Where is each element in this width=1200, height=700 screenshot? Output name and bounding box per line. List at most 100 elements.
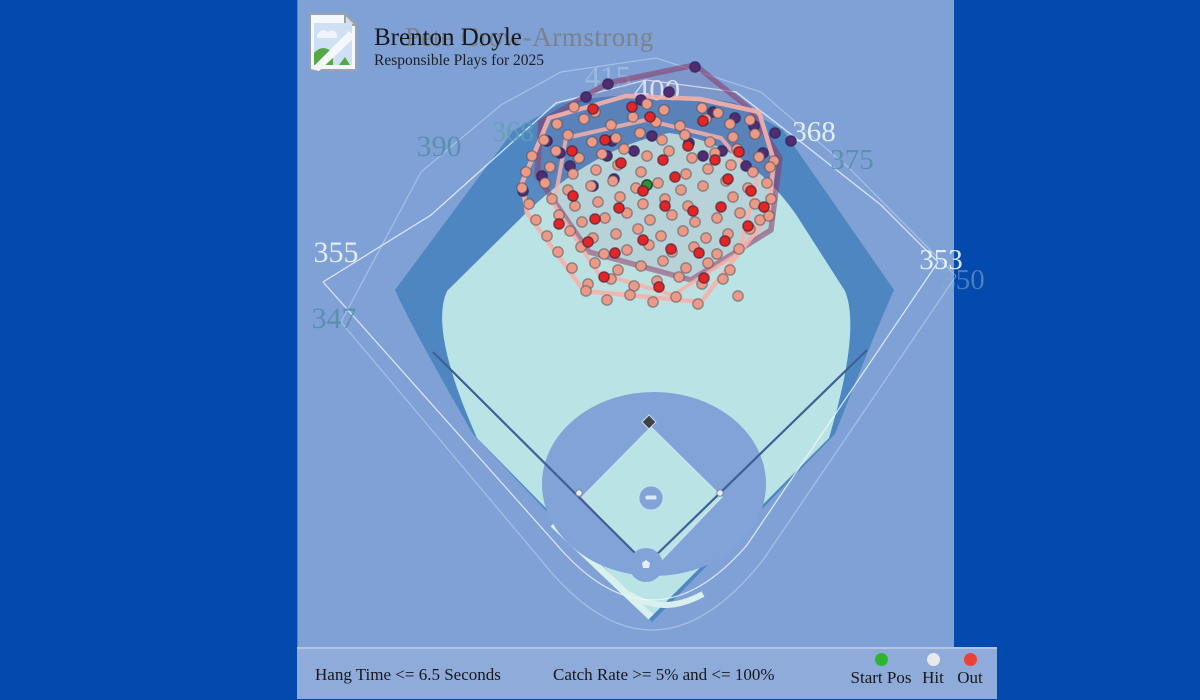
hit-point[interactable] [749, 128, 761, 140]
hit-point[interactable] [675, 184, 687, 196]
out-point[interactable] [613, 202, 625, 214]
out-point[interactable] [722, 173, 734, 185]
hit-point[interactable] [614, 191, 626, 203]
hit-point[interactable] [724, 118, 736, 130]
hit-point[interactable] [689, 216, 701, 228]
out-point[interactable] [566, 145, 578, 157]
hit-point[interactable] [578, 113, 590, 125]
out-point[interactable] [697, 115, 709, 127]
out-point[interactable] [653, 281, 665, 293]
hit-point[interactable] [610, 228, 622, 240]
ghost-play-point[interactable] [580, 91, 592, 103]
out-point[interactable] [598, 271, 610, 283]
out-point[interactable] [626, 101, 638, 113]
hit-point[interactable] [692, 298, 704, 310]
legend-item-out[interactable]: Out [947, 653, 993, 688]
hit-point[interactable] [599, 212, 611, 224]
hit-point[interactable] [644, 214, 656, 226]
hit-point[interactable] [516, 182, 528, 194]
hit-point[interactable] [652, 177, 664, 189]
hit-point[interactable] [674, 120, 686, 132]
hit-point[interactable] [569, 200, 581, 212]
out-point[interactable] [637, 234, 649, 246]
hit-point[interactable] [727, 191, 739, 203]
hit-point[interactable] [539, 177, 551, 189]
hit-point[interactable] [550, 145, 562, 157]
hit-point[interactable] [655, 230, 667, 242]
hit-point[interactable] [526, 150, 538, 162]
hit-point[interactable] [634, 127, 646, 139]
hit-point[interactable] [598, 248, 610, 260]
hit-point[interactable] [677, 225, 689, 237]
hit-point[interactable] [673, 271, 685, 283]
hit-point[interactable] [635, 166, 647, 178]
out-point[interactable] [582, 236, 594, 248]
hit-point[interactable] [679, 129, 691, 141]
legend-item-start-pos[interactable]: Start Pos [845, 653, 917, 688]
out-point[interactable] [745, 185, 757, 197]
hit-point[interactable] [712, 107, 724, 119]
hit-point[interactable] [546, 193, 558, 205]
ghost-play-point[interactable] [602, 78, 614, 90]
hit-point[interactable] [589, 257, 601, 269]
out-point[interactable] [693, 247, 705, 259]
hit-point[interactable] [562, 129, 574, 141]
out-point[interactable] [758, 201, 770, 213]
hit-point[interactable] [747, 166, 759, 178]
hit-point[interactable] [564, 225, 576, 237]
hit-point[interactable] [637, 198, 649, 210]
ghost-play-point[interactable] [697, 150, 709, 162]
hit-point[interactable] [725, 159, 737, 171]
out-point[interactable] [609, 247, 621, 259]
out-point[interactable] [733, 146, 745, 158]
hit-point[interactable] [618, 143, 630, 155]
hit-point[interactable] [734, 207, 746, 219]
hit-point[interactable] [697, 180, 709, 192]
hit-point[interactable] [544, 161, 556, 173]
ghost-play-point[interactable] [769, 127, 781, 139]
hit-point[interactable] [753, 151, 765, 163]
legend-item-hit[interactable]: Hit [913, 653, 953, 688]
hit-point[interactable] [711, 212, 723, 224]
hit-point[interactable] [733, 243, 745, 255]
out-point[interactable] [644, 111, 656, 123]
hit-point[interactable] [680, 168, 692, 180]
hit-point[interactable] [700, 232, 712, 244]
hit-point[interactable] [635, 260, 647, 272]
hit-point[interactable] [656, 134, 668, 146]
hit-point[interactable] [663, 145, 675, 157]
hit-point[interactable] [520, 166, 532, 178]
hit-point[interactable] [717, 273, 729, 285]
hit-point[interactable] [573, 152, 585, 164]
hit-point[interactable] [596, 148, 608, 160]
hit-point[interactable] [585, 180, 597, 192]
hit-point[interactable] [612, 264, 624, 276]
hit-point[interactable] [686, 152, 698, 164]
hit-point[interactable] [724, 264, 736, 276]
ghost-play-point[interactable] [785, 135, 797, 147]
hit-point[interactable] [744, 114, 756, 126]
hit-point[interactable] [658, 104, 670, 116]
out-point[interactable] [657, 154, 669, 166]
hit-point[interactable] [670, 291, 682, 303]
hit-point[interactable] [764, 161, 776, 173]
hit-point[interactable] [727, 131, 739, 143]
ghost-play-point[interactable] [689, 61, 701, 73]
out-point[interactable] [687, 205, 699, 217]
hit-point[interactable] [732, 290, 744, 302]
out-point[interactable] [669, 171, 681, 183]
out-point[interactable] [567, 190, 579, 202]
out-point[interactable] [715, 201, 727, 213]
out-point[interactable] [698, 272, 710, 284]
hit-point[interactable] [580, 285, 592, 297]
hit-point[interactable] [704, 136, 716, 148]
hit-point[interactable] [696, 102, 708, 114]
out-point[interactable] [599, 134, 611, 146]
hit-point[interactable] [702, 163, 714, 175]
hit-point[interactable] [567, 168, 579, 180]
out-point[interactable] [615, 157, 627, 169]
hit-point[interactable] [590, 164, 602, 176]
hit-point[interactable] [711, 248, 723, 260]
hit-point[interactable] [647, 296, 659, 308]
out-point[interactable] [659, 200, 671, 212]
